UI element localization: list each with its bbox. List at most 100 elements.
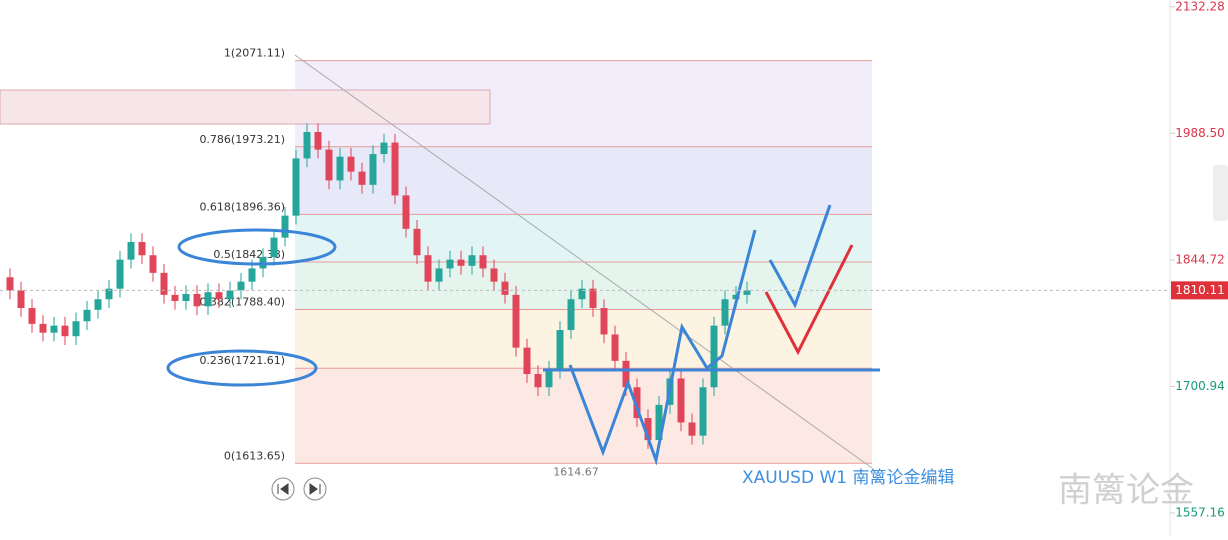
ellipse — [166, 349, 318, 387]
candle-body — [391, 142, 399, 196]
arrow — [568, 229, 757, 466]
candle-body — [39, 323, 47, 333]
candle-body — [721, 299, 729, 326]
icon — [309, 483, 321, 495]
candle-body — [83, 309, 91, 322]
candle-body — [743, 290, 751, 295]
annotations — [166, 204, 880, 466]
candle-body — [358, 171, 366, 185]
watermark: 南篱论金 — [1058, 471, 1194, 511]
fib-label: 0.618(1896.36) — [199, 200, 285, 213]
fib-label: 0.5(1842.38) — [213, 248, 285, 261]
y-tick-label: 1988.50 — [1175, 126, 1225, 140]
zone-box — [0, 89, 491, 125]
y-tick-label: 1844.72 — [1175, 252, 1225, 266]
candle-body — [688, 422, 696, 436]
trend-line — [294, 54, 873, 469]
candle-body — [633, 387, 641, 419]
fib-band — [295, 368, 872, 464]
candle-body — [622, 360, 630, 388]
candle-body — [611, 334, 619, 361]
candle-body — [116, 259, 124, 289]
candle-body — [644, 418, 652, 441]
last-price-box — [1171, 281, 1228, 300]
candle-body — [303, 132, 311, 159]
candle-body — [479, 255, 487, 269]
candle-body — [457, 259, 465, 266]
candle-body — [50, 325, 58, 333]
ellipse — [177, 228, 337, 266]
candle-body — [28, 308, 36, 324]
candle-body — [501, 281, 509, 295]
candle-body — [248, 268, 256, 282]
fib-band — [295, 146, 872, 215]
candle-body — [325, 149, 333, 181]
fib-bands: 1(2071.11) 0.786(1973.21) 0.618(1896.36) 0.… — [199, 47, 872, 464]
candle-body — [281, 215, 289, 238]
candle-body — [6, 277, 14, 291]
candle-body — [490, 268, 498, 282]
candle-body — [292, 158, 300, 216]
candle-body — [677, 378, 685, 423]
arrow — [764, 244, 854, 356]
y-tick-label: 1700.94 — [1175, 379, 1225, 393]
candle-body — [171, 294, 179, 302]
candle-body — [204, 292, 212, 307]
side-tab[interactable] — [1213, 165, 1228, 221]
candle-body — [589, 288, 597, 309]
candle-body — [512, 294, 520, 348]
candle-body — [237, 281, 245, 291]
candle-body — [215, 292, 223, 300]
candle-body — [655, 404, 663, 441]
symbol-label: XAUUSD W1 南篱论金编辑 — [742, 468, 954, 488]
candle-body — [699, 387, 707, 436]
candle-body — [413, 228, 421, 256]
candle-body — [226, 290, 234, 300]
playback-controls — [271, 477, 327, 501]
fib-label: 1(2071.11) — [224, 47, 285, 60]
candle-body — [182, 293, 190, 302]
last-price-label: 1810.11 — [1175, 283, 1225, 297]
icon — [277, 483, 289, 495]
candle-body — [545, 369, 553, 388]
fib-label: 0.786(1973.21) — [199, 133, 285, 146]
candle-body — [72, 321, 80, 337]
candle-body — [17, 290, 25, 309]
candle-body — [468, 255, 476, 266]
low-label: 1614.67 — [553, 465, 599, 478]
fib-band — [295, 309, 872, 369]
candle-body — [105, 288, 113, 300]
candle-body — [424, 255, 432, 282]
candle-body — [446, 259, 454, 269]
fib-band — [295, 214, 872, 262]
candle-body — [556, 330, 564, 370]
candle-body — [435, 268, 443, 282]
candle-body — [369, 154, 377, 185]
candle-body — [567, 299, 575, 331]
candle-body — [149, 255, 157, 273]
candle-body — [94, 299, 102, 310]
candle-body — [710, 325, 718, 388]
candle-body — [534, 374, 542, 388]
y-tick-label: 2132.28 — [1175, 0, 1225, 13]
candle-body — [600, 308, 608, 335]
candle-body — [193, 293, 201, 307]
candle-body — [138, 242, 146, 256]
candle-body — [578, 288, 586, 300]
fib-label: 0(1613.65) — [224, 449, 285, 462]
candle-body — [523, 347, 531, 375]
candle-body — [336, 156, 344, 181]
y-tick-label: 1557.16 — [1175, 505, 1225, 519]
candle-body — [270, 237, 278, 257]
fib-label: 0.236(1721.61) — [199, 354, 285, 367]
candle-body — [61, 325, 69, 337]
arrow — [768, 204, 832, 309]
candle-body — [160, 272, 168, 295]
candle-body — [127, 242, 135, 260]
candle-body — [402, 195, 410, 229]
candle-body — [380, 142, 388, 155]
candle-body — [314, 132, 322, 150]
candle-body — [347, 156, 355, 172]
